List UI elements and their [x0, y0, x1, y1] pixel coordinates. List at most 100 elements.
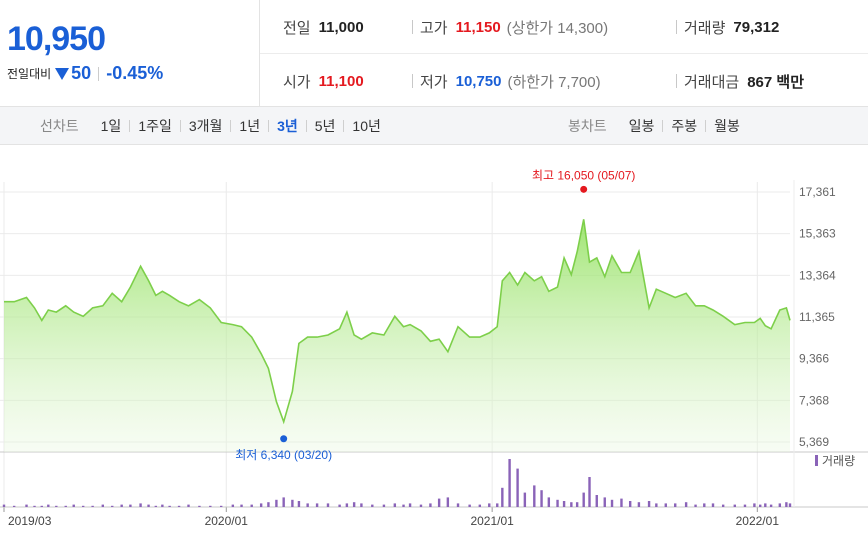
tab-divider [662, 119, 664, 132]
volume-bar [637, 502, 641, 507]
volume-bar [788, 503, 792, 507]
volume-bar [694, 504, 697, 507]
volume-bar [187, 504, 190, 507]
stat-value: 867 백만 [747, 74, 804, 91]
volume-bar [769, 504, 773, 507]
change-amount: 50 [71, 63, 92, 83]
x-tick-label: 2020/01 [205, 514, 249, 528]
line-tab-4[interactable]: 3년 [277, 117, 298, 134]
volume-bar [419, 504, 423, 507]
tab-divider [343, 119, 345, 132]
volume-bar [456, 503, 460, 507]
volume-bar [47, 504, 50, 507]
candle-tab-2[interactable]: 월봉 [714, 117, 740, 134]
candle-chart-title: 봉차트 [568, 117, 607, 134]
line-tab-0[interactable]: 1일 [100, 117, 122, 134]
high-annotation: 최고 16,050 (05/07) [532, 168, 635, 182]
y-tick-label: 7,368 [799, 393, 829, 407]
volume-bar [508, 459, 511, 507]
volume-bar [393, 503, 397, 507]
volume-bar [703, 503, 706, 507]
candle-tab-0[interactable]: 일봉 [628, 117, 655, 134]
volume-bar [161, 504, 164, 507]
stat-value: 11,150 [455, 19, 501, 36]
volume-bar [547, 497, 551, 507]
volume-bar [275, 499, 278, 507]
line-tab-6[interactable]: 10년 [352, 117, 381, 134]
volume-bar [533, 485, 536, 507]
divider [676, 20, 677, 34]
volume-bar [488, 503, 491, 507]
volume-bar [429, 503, 432, 507]
volume-bar [259, 503, 263, 507]
volume-bar [743, 504, 747, 507]
tab-divider [179, 119, 181, 132]
volume-bar [575, 502, 579, 507]
low-annotation: 최저 6,340 (03/20) [235, 448, 332, 462]
stat-prev-close: 전일 11,000 [283, 17, 364, 38]
volume-bar [664, 503, 667, 507]
tab-divider [268, 119, 270, 132]
current-price: 10,950 [7, 20, 106, 58]
volume-bar [154, 505, 158, 507]
volume-bar [198, 505, 201, 507]
line-tab-1[interactable]: 1주일 [138, 117, 172, 134]
stats-row-divider [260, 53, 868, 54]
y-tick-label: 17,361 [799, 185, 836, 199]
volume-bar [478, 504, 482, 507]
volume-bar [753, 503, 756, 507]
high-marker [580, 185, 588, 193]
volume-bar [33, 505, 36, 507]
x-tick-label: 2019/03 [8, 514, 52, 528]
stat-label: 시가 [283, 74, 311, 91]
volume-bar [556, 499, 559, 507]
volume-bar [778, 503, 782, 507]
volume-bar [101, 504, 104, 507]
volume-bar [81, 505, 85, 507]
volume-bar [620, 498, 623, 507]
line-tab-5[interactable]: 5년 [314, 117, 336, 134]
volume-bar [582, 492, 585, 507]
volume-bar [282, 497, 285, 507]
volume-bar [408, 503, 412, 507]
volume-bar [240, 504, 243, 507]
stat-open: 시가 11,100 [283, 71, 364, 92]
change-percent: -0.45% [106, 63, 164, 83]
volume-bar [684, 502, 688, 507]
line-tab-3[interactable]: 1년 [239, 117, 261, 134]
volume-bar [139, 503, 142, 507]
volume-bar [501, 487, 504, 507]
volume-bar [306, 503, 309, 507]
volume-bar [360, 503, 363, 507]
x-tick-label: 2021/01 [470, 514, 514, 528]
volume-legend-label: 거래량 [822, 454, 855, 468]
volume-bar [250, 504, 253, 507]
price-chart: 17,361 15,363 13,364 11,365 9,366 7,368 5,369 2… [0, 168, 868, 528]
stat-label: 거래량 [684, 20, 726, 37]
down-arrow-icon [55, 67, 70, 80]
stat-sub: (상한가 14,300) [506, 20, 609, 37]
volume-bar [220, 505, 223, 507]
volume-bar [209, 505, 212, 507]
low-marker [280, 435, 288, 443]
volume-bar [177, 505, 181, 507]
volume-bar [129, 504, 132, 507]
y-tick-label: 9,366 [799, 352, 829, 366]
stat-label: 전일 [283, 20, 311, 37]
volume-bar [40, 505, 43, 507]
volume-bar [231, 504, 235, 507]
volume-bar [468, 504, 471, 507]
candle-tab-1[interactable]: 주봉 [671, 117, 698, 134]
change-label: 전일대비 [7, 67, 52, 81]
line-tab-2[interactable]: 3개월 [188, 117, 223, 134]
volume-bar [562, 501, 566, 507]
stat-value: 11,000 [318, 19, 364, 36]
divider [98, 66, 100, 81]
volume-bar [540, 490, 543, 507]
stat-volume: 거래량 79,312 [684, 17, 779, 38]
volume-bar [168, 505, 171, 507]
stat-low: 저가 10,750 (하한가 7,700) [420, 71, 601, 92]
volume-bar [64, 505, 67, 507]
change-row: 전일대비 50 -0.45% [7, 63, 163, 84]
volume-bar [91, 505, 94, 507]
